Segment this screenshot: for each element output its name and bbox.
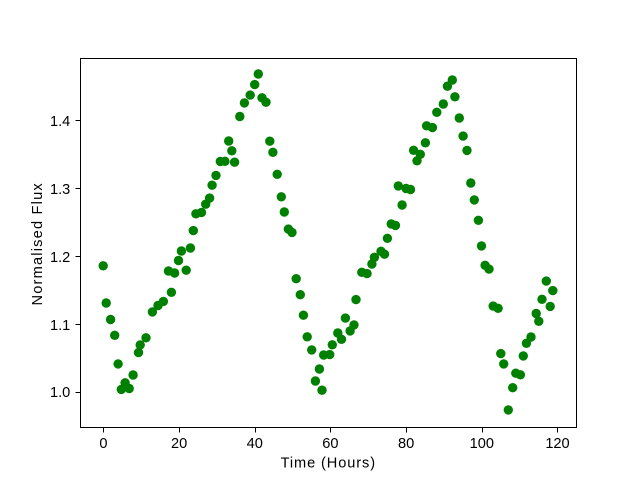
svg-text:100: 100 [470,436,494,452]
svg-text:1.3: 1.3 [50,182,70,198]
svg-text:60: 60 [322,436,338,452]
svg-text:1.0: 1.0 [50,385,70,401]
svg-text:0: 0 [99,436,107,452]
svg-text:120: 120 [545,436,569,452]
svg-text:80: 80 [398,436,414,452]
svg-text:1.2: 1.2 [50,250,70,266]
svg-text:Time (Hours): Time (Hours) [281,456,376,472]
svg-text:1.1: 1.1 [50,318,70,334]
svg-text:20: 20 [171,436,187,452]
svg-text:40: 40 [247,436,263,452]
svg-text:1.4: 1.4 [50,114,70,130]
svg-text:Normalised Flux: Normalised Flux [30,182,46,305]
